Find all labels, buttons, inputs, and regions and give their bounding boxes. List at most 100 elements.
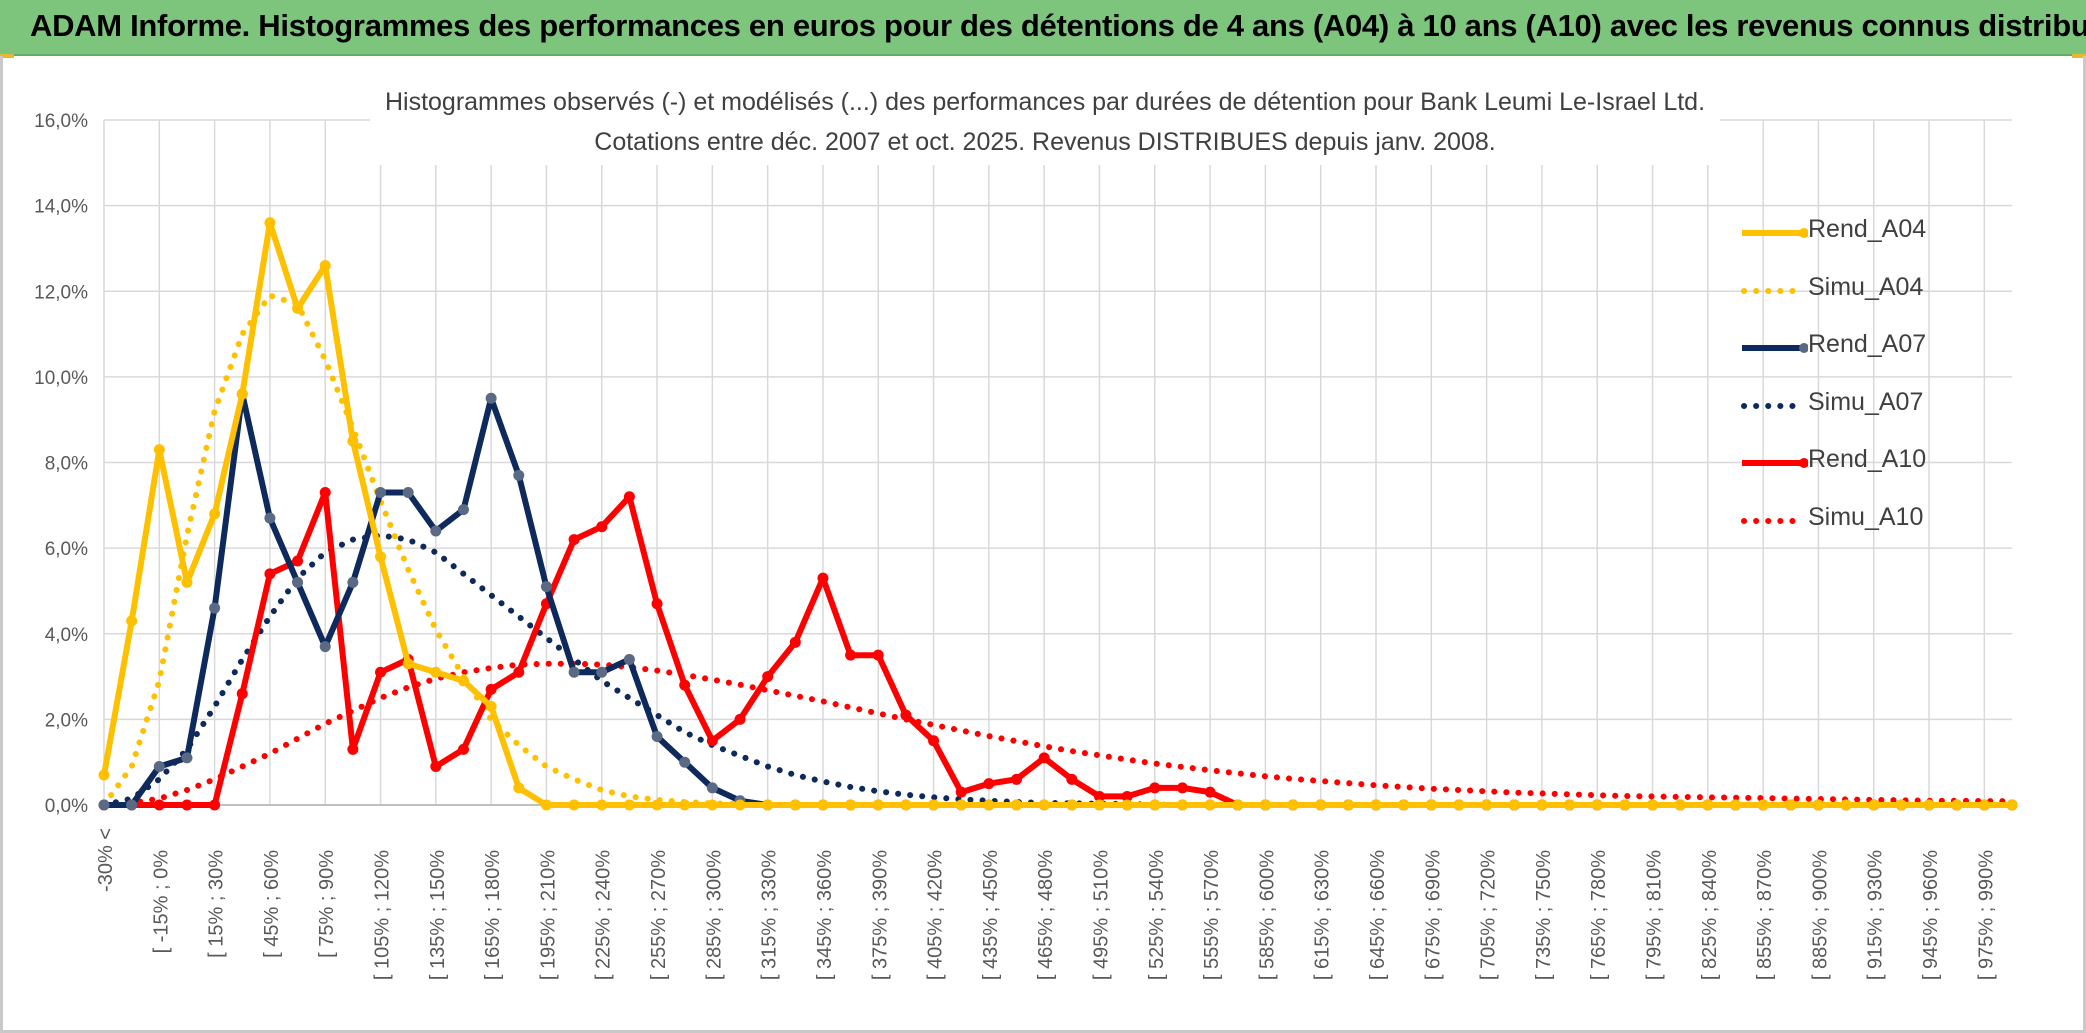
data-point-rend-a07 [181, 752, 193, 764]
legend-item-rend-a10: Rend_A10 [1738, 435, 1938, 493]
data-point-rend-a04 [900, 799, 912, 811]
data-point-rend-a04 [485, 701, 497, 713]
x-tick-label: [ 795% ; 810% [1644, 850, 1666, 980]
x-tick-label: [ 735% ; 750% [1533, 850, 1555, 980]
data-point-rend-a10 [1149, 782, 1161, 794]
x-tick-label: [ 195% ; 210% [537, 850, 559, 980]
legend-label-simu-a07: Simu_A07 [1808, 387, 1924, 416]
legend-swatch-rend-a10 [1742, 458, 1808, 468]
data-point-rend-a04 [1453, 799, 1465, 811]
data-point-rend-a07 [153, 760, 165, 772]
data-point-rend-a10 [596, 521, 608, 533]
data-point-rend-a04 [153, 444, 165, 456]
data-point-rend-a04 [264, 217, 276, 229]
data-point-rend-a10 [485, 683, 497, 695]
x-tick-label: [ -15% ; 0% [150, 850, 172, 954]
y-tick-label: 14,0% [34, 197, 88, 218]
legend-label-simu-a04: Simu_A04 [1808, 272, 1924, 301]
data-point-rend-a04 [1923, 799, 1935, 811]
data-point-rend-a07 [430, 525, 442, 537]
data-point-rend-a10 [983, 778, 995, 790]
data-point-rend-a07 [596, 666, 608, 678]
data-point-rend-a10 [236, 688, 248, 700]
data-point-rend-a04 [1176, 799, 1188, 811]
data-point-rend-a07 [375, 486, 387, 498]
data-point-rend-a04 [1536, 799, 1548, 811]
data-point-rend-a07 [568, 666, 580, 678]
data-point-rend-a07 [540, 581, 552, 593]
data-point-rend-a04 [1232, 799, 1244, 811]
data-point-rend-a10 [292, 555, 304, 567]
data-point-rend-a04 [126, 615, 138, 627]
data-point-rend-a04 [402, 658, 414, 670]
data-point-rend-a10 [209, 799, 221, 811]
x-tick-label: [ 75% ; 90% [316, 850, 338, 958]
y-tick-label: 2,0% [45, 710, 88, 731]
x-tick-label: [ 435% ; 450% [980, 850, 1002, 980]
data-point-rend-a07 [264, 512, 276, 524]
data-point-rend-a04 [568, 799, 580, 811]
data-point-rend-a10 [651, 598, 663, 610]
data-point-rend-a04 [1038, 799, 1050, 811]
data-point-rend-a10 [375, 666, 387, 678]
x-tick-label: [ 105% ; 120% [372, 850, 394, 980]
data-point-rend-a04 [1066, 799, 1078, 811]
data-point-rend-a04 [1785, 799, 1797, 811]
data-point-rend-a04 [762, 799, 774, 811]
data-point-rend-a10 [457, 743, 469, 755]
data-point-rend-a04 [181, 576, 193, 588]
x-tick-label: [ 975% ; 990% [1975, 850, 1997, 980]
series-line-rend-a10 [104, 489, 2012, 808]
data-point-rend-a04 [1702, 799, 1714, 811]
chart-series [98, 217, 2018, 811]
data-point-rend-a04 [1121, 799, 1133, 811]
x-tick-label: [ 675% ; 690% [1422, 850, 1444, 980]
data-point-rend-a07 [126, 799, 138, 811]
data-point-rend-a07 [651, 731, 663, 742]
chart-legend: Rend_A04 Simu_A04 Rend_A07 Simu_A07 Rend… [1738, 205, 1938, 550]
y-tick-label: 16,0% [34, 111, 88, 132]
series-line-simu-a10 [101, 660, 2015, 808]
data-point-rend-a07 [319, 641, 331, 653]
data-point-rend-a04 [1370, 799, 1382, 811]
data-point-rend-a04 [1508, 799, 1520, 811]
data-point-rend-a10 [513, 666, 525, 678]
x-tick-label: [ 375% ; 390% [869, 850, 891, 980]
legend-swatch-rend-a04 [1742, 228, 1808, 238]
x-tick-label: [ 525% ; 540% [1146, 850, 1168, 980]
x-tick-label: [ 165% ; 180% [482, 850, 504, 980]
legend-swatch-simu-a04 [1741, 287, 1807, 294]
data-point-rend-a07 [623, 653, 635, 665]
legend-item-simu-a07: Simu_A07 [1738, 378, 1938, 436]
data-point-rend-a04 [292, 302, 304, 314]
data-point-rend-a04 [1011, 799, 1023, 811]
legend-label-rend-a10: Rend_A10 [1808, 445, 1927, 473]
data-point-rend-a07 [457, 504, 469, 516]
banner-corner-left [0, 54, 14, 58]
data-point-rend-a04 [1342, 799, 1354, 811]
data-point-rend-a07 [485, 392, 497, 404]
x-tick-label: [ 615% ; 630% [1312, 850, 1334, 980]
y-tick-label: 8,0% [45, 454, 88, 475]
x-tick-label: [ 45% ; 60% [261, 850, 283, 958]
data-point-rend-a04 [1812, 799, 1824, 811]
x-tick-label: -30% < [95, 828, 117, 892]
data-point-rend-a10 [1038, 752, 1050, 764]
banner-title: ADAM Informe. Histogrammes des performan… [30, 8, 2086, 43]
data-point-rend-a10 [1204, 786, 1216, 798]
data-point-rend-a04 [1757, 799, 1769, 811]
legend-item-simu-a04: Simu_A04 [1738, 263, 1938, 321]
data-point-rend-a04 [817, 799, 829, 811]
data-point-rend-a04 [706, 799, 718, 811]
chart-title: Histogrammes observés (-) et modélisés (… [385, 88, 1705, 116]
legend-item-simu-a10: Simu_A10 [1738, 493, 1938, 551]
series-line-simu-a04 [101, 292, 2015, 808]
data-point-rend-a10 [762, 671, 774, 683]
x-tick-label: [ 885% ; 900% [1809, 850, 1831, 980]
page-banner: ADAM Informe. Histogrammes des performan… [0, 0, 2086, 56]
data-point-rend-a04 [1425, 799, 1437, 811]
x-tick-label: [ 405% ; 420% [925, 850, 947, 980]
data-point-rend-a07 [209, 602, 221, 614]
data-point-rend-a10 [900, 709, 912, 721]
